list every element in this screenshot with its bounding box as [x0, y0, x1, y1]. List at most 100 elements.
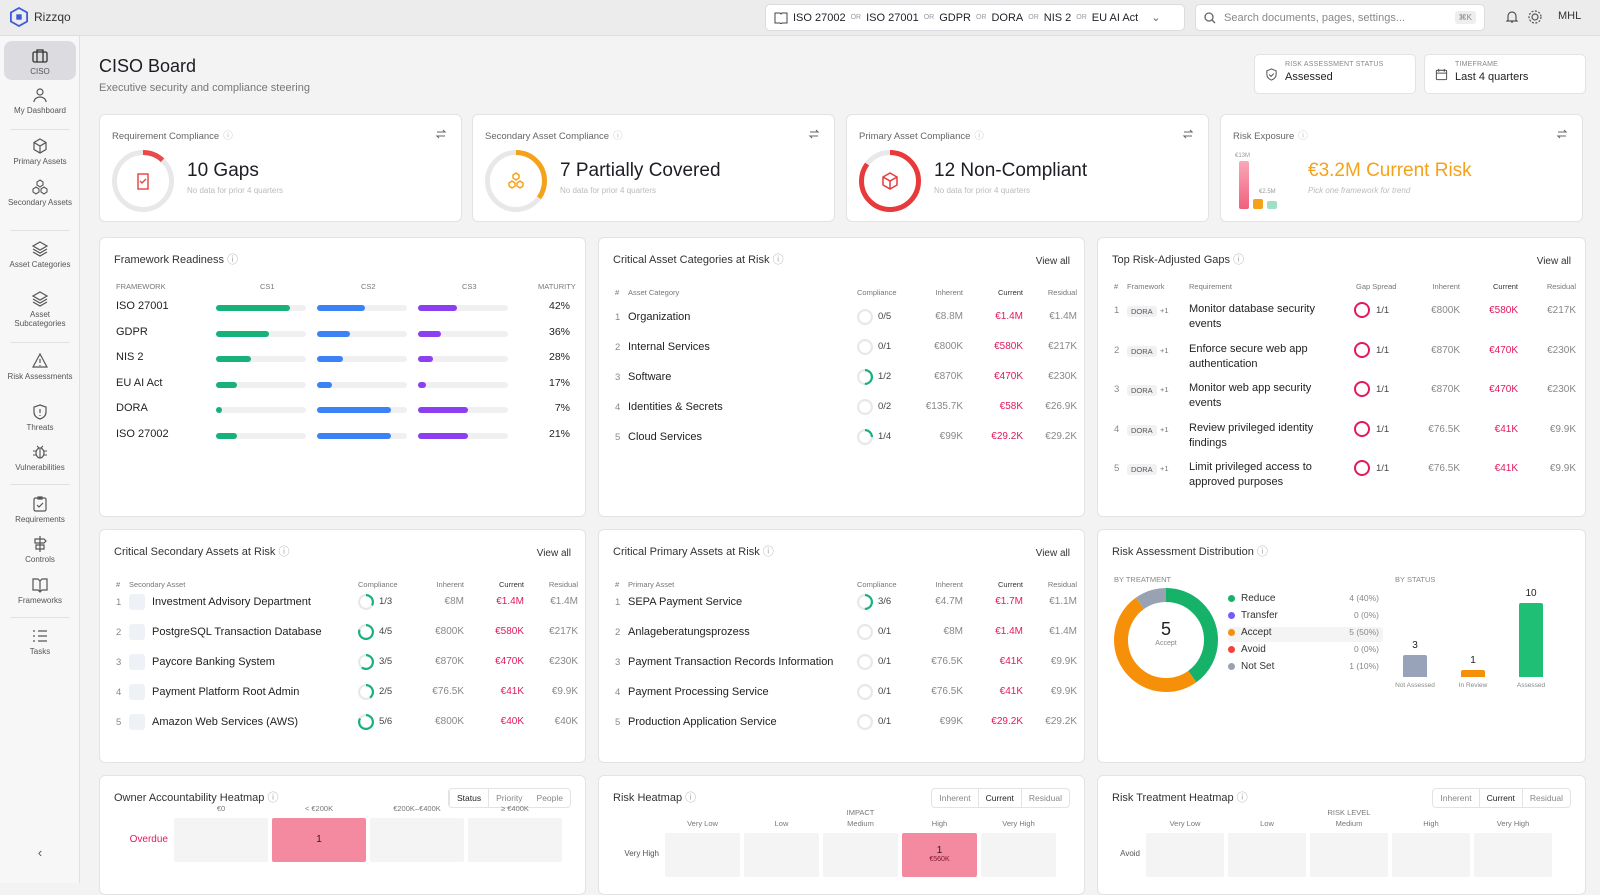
tab-people[interactable]: People	[536, 793, 563, 803]
requirement-line[interactable]: authentication	[1189, 357, 1258, 370]
sidebar-item-tasks[interactable]: Tasks	[4, 627, 76, 656]
column-header[interactable]: Current	[1492, 282, 1518, 291]
tab-residual[interactable]: Residual	[1529, 793, 1563, 803]
swap-icon[interactable]	[435, 128, 447, 140]
gear-icon[interactable]	[1526, 8, 1544, 26]
info-icon[interactable]: ⓘ	[278, 546, 290, 558]
requirement-line[interactable]: approved purposes	[1189, 476, 1284, 488]
framework-name[interactable]: EU AI Act	[116, 376, 163, 389]
tab-residual[interactable]: Residual	[1028, 793, 1062, 803]
search-input[interactable]: Search documents, pages, settings...	[1224, 11, 1405, 24]
heatmap-cell[interactable]: 1 €560K	[902, 833, 977, 877]
asset-name[interactable]: Production Application Service	[628, 716, 777, 728]
column-header[interactable]: Current	[997, 288, 1023, 297]
column-header[interactable]: Residual	[1047, 580, 1077, 589]
swap-icon[interactable]	[1556, 128, 1568, 140]
framework-chip[interactable]: NIS 2	[1043, 11, 1072, 24]
framework-name[interactable]: DORA	[116, 402, 148, 414]
kpi-card[interactable]: Requirement Compliance ⓘ 10 Gaps No data fo…	[99, 114, 462, 222]
asset-name[interactable]: PostgreSQL Transaction Database	[152, 626, 322, 638]
legend-item[interactable]: Accept 5 (50%)	[1228, 627, 1383, 642]
heatmap-cell[interactable]	[370, 818, 464, 862]
view-all-link[interactable]: View all	[1536, 256, 1571, 267]
asset-name[interactable]: Organization	[628, 311, 691, 323]
asset-name[interactable]: Payment Platform Root Admin	[152, 686, 300, 698]
column-header[interactable]: Current	[498, 580, 524, 589]
heatmap-cell[interactable]	[1146, 833, 1224, 877]
app-logo[interactable]: Rizzqo	[10, 7, 71, 27]
info-icon[interactable]: ⓘ	[1233, 254, 1245, 266]
legend-item[interactable]: Reduce 4 (40%)	[1228, 593, 1383, 608]
info-icon[interactable]: ⓘ	[613, 131, 623, 142]
info-icon[interactable]: ⓘ	[267, 792, 279, 804]
framework-chip[interactable]: DORA	[991, 11, 1024, 24]
framework-chip[interactable]: GDPR	[939, 11, 971, 24]
sidebar-item-controls[interactable]: Controls	[4, 535, 76, 564]
column-header[interactable]: Residual	[1546, 282, 1576, 291]
risk-status-selector[interactable]: RISK ASSESSMENT STATUS Assessed	[1254, 54, 1416, 94]
requirement-line[interactable]: Review privileged identity	[1189, 421, 1314, 434]
user-avatar[interactable]: MHL	[1558, 10, 1582, 22]
tab-status[interactable]: Status	[448, 789, 490, 807]
heatmap-cell[interactable]	[1392, 833, 1470, 877]
status-bar[interactable]	[1461, 669, 1485, 677]
requirement-line[interactable]: Enforce secure web app	[1189, 342, 1308, 355]
view-all-link[interactable]: View all	[1035, 548, 1070, 559]
requirement-line[interactable]: events	[1189, 318, 1222, 330]
column-header[interactable]: Current	[997, 580, 1023, 589]
heatmap-cell[interactable]	[1474, 833, 1552, 877]
asset-name[interactable]: Payment Transaction Records Information	[628, 656, 834, 668]
sidebar-item-risk-assessments[interactable]: Risk Assessments	[4, 352, 76, 381]
asset-name[interactable]: Investment Advisory Department	[152, 596, 311, 608]
sidebar-item-secondary-assets[interactable]: Secondary Assets	[4, 178, 76, 207]
requirement-line[interactable]: Monitor database security	[1189, 303, 1315, 315]
swap-icon[interactable]	[1182, 128, 1194, 140]
framework-chip[interactable]: EU AI Act	[1091, 11, 1139, 24]
kpi-card[interactable]: Secondary Asset Compliance ⓘ 7 Partially C…	[472, 114, 835, 222]
column-header[interactable]: Inherent	[436, 580, 464, 589]
heatmap-cell[interactable]: 1	[272, 818, 366, 862]
heatmap-cell[interactable]	[665, 833, 740, 877]
tab-inherent[interactable]: Inherent	[939, 793, 971, 803]
global-search[interactable]: Search documents, pages, settings... ⌘K	[1195, 4, 1485, 31]
tab-current[interactable]: Current	[1478, 789, 1523, 807]
heatmap-cell[interactable]	[1228, 833, 1306, 877]
tab-current[interactable]: Current	[977, 789, 1022, 807]
framework-name[interactable]: ISO 27002	[116, 427, 169, 440]
framework-chip[interactable]: ISO 27001	[866, 11, 919, 24]
legend-item[interactable]: Not Set 1 (10%)	[1228, 661, 1383, 676]
sidebar-collapse-button[interactable]: ‹	[37, 845, 43, 860]
heatmap-cell[interactable]	[468, 818, 562, 862]
sidebar-item-asset-categories[interactable]: Asset Categories	[4, 240, 76, 269]
heatmap-cell[interactable]	[981, 833, 1056, 877]
status-bar[interactable]	[1403, 654, 1427, 677]
sidebar-item-ciso[interactable]: CISO	[4, 41, 76, 80]
asset-name[interactable]: Software	[628, 371, 672, 383]
info-icon[interactable]: ⓘ	[223, 131, 233, 142]
column-header[interactable]: Inherent	[1432, 282, 1460, 291]
info-icon[interactable]: ⓘ	[974, 131, 984, 142]
status-bar[interactable]	[1519, 603, 1543, 677]
info-icon[interactable]: ⓘ	[1256, 546, 1268, 558]
heatmap-cell[interactable]	[174, 818, 268, 862]
view-all-link[interactable]: View all	[536, 548, 571, 559]
info-icon[interactable]: ⓘ	[1236, 792, 1248, 804]
info-icon[interactable]: ⓘ	[772, 254, 784, 266]
legend-item[interactable]: Transfer 0 (0%)	[1228, 610, 1383, 625]
info-icon[interactable]: ⓘ	[1298, 131, 1308, 142]
framework-name[interactable]: ISO 27001	[116, 300, 169, 312]
heatmap-cell[interactable]	[823, 833, 898, 877]
kpi-card[interactable]: Risk Exposure ⓘ €13M €2.5M €3.2M Current Ris…	[1220, 114, 1583, 222]
kpi-card[interactable]: Primary Asset Compliance ⓘ 12 Non-Complian…	[846, 114, 1209, 222]
sidebar-item-my-dashboard[interactable]: My Dashboard	[4, 86, 76, 115]
legend-item[interactable]: Avoid 0 (0%)	[1228, 644, 1383, 659]
sidebar-item-primary-assets[interactable]: Primary Assets	[4, 137, 76, 166]
heatmap-cell[interactable]	[1310, 833, 1388, 877]
asset-name[interactable]: Cloud Services	[628, 431, 702, 443]
requirement-line[interactable]: Limit privileged access to	[1189, 461, 1312, 473]
timeframe-selector[interactable]: TIMEFRAME Last 4 quarters	[1424, 54, 1586, 94]
sidebar-item-frameworks[interactable]: Frameworks	[4, 576, 76, 605]
requirement-line[interactable]: Monitor web app security	[1189, 382, 1312, 394]
framework-name[interactable]: NIS 2	[116, 351, 144, 363]
framework-chip[interactable]: ISO 27002	[793, 11, 846, 24]
